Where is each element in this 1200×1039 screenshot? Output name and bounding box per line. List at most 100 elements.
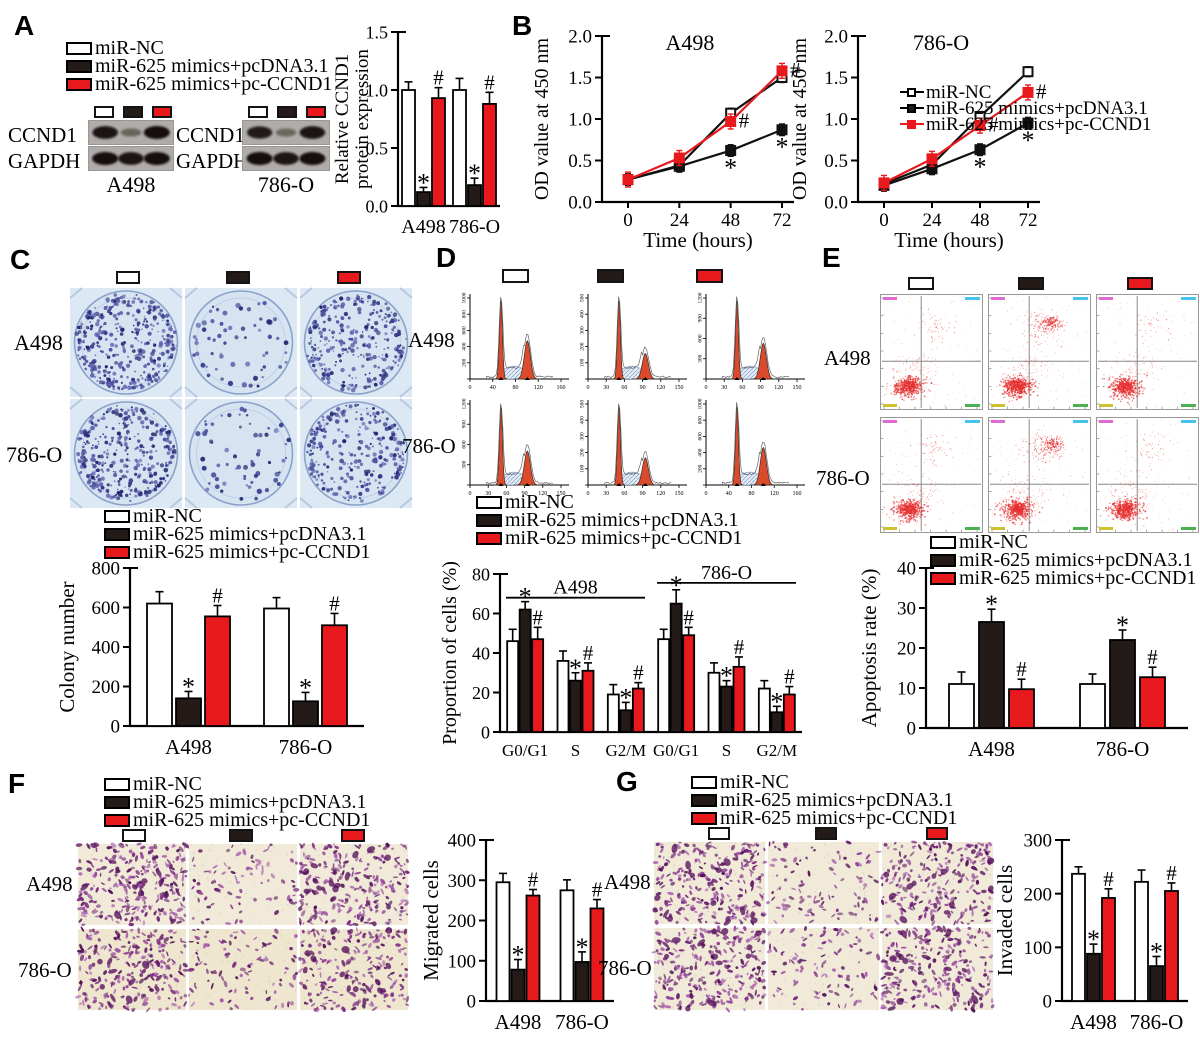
legend-item: miR-625 mimics+pcDNA3.1 <box>930 550 1196 570</box>
legend-item: miR-625 mimics+pc-CCND1 <box>104 810 370 830</box>
svg-text:120: 120 <box>770 491 779 497</box>
svg-text:72: 72 <box>1019 210 1038 231</box>
svg-text:*: * <box>417 168 430 197</box>
svg-text:200: 200 <box>92 677 121 698</box>
svg-text:80: 80 <box>749 491 755 497</box>
legend-swatch-pcdna <box>476 514 502 527</box>
column-marker-pcdna <box>226 271 250 284</box>
svg-text:400: 400 <box>698 448 704 457</box>
svg-text:*: * <box>720 662 733 691</box>
svg-text:800: 800 <box>92 559 121 580</box>
legend-swatch-mir-nc <box>476 496 502 509</box>
svg-text:24: 24 <box>670 210 690 231</box>
svg-text:30: 30 <box>721 385 727 391</box>
svg-text:900: 900 <box>462 420 468 429</box>
svg-text:200: 200 <box>462 358 468 367</box>
svg-text:80: 80 <box>513 385 519 391</box>
column-marker-ccnd1 <box>696 269 723 283</box>
svg-text:300: 300 <box>580 326 586 335</box>
svg-text:72: 72 <box>773 210 792 231</box>
panel-c-label: C <box>10 244 31 275</box>
row-label-786o: 786-O <box>6 442 63 467</box>
svg-text:OD value at 450 nm: OD value at 450 nm <box>531 37 553 200</box>
svg-text:800: 800 <box>698 416 704 425</box>
svg-text:120: 120 <box>774 385 783 391</box>
legend-item: miR-NC <box>66 37 332 59</box>
facs-scatter <box>1096 294 1199 410</box>
series-marker-ccnd1 <box>900 119 924 130</box>
wb-label-ccnd1: CCND1 <box>8 123 77 147</box>
legend-item: miR-625 mimics+pcDNA3.1 <box>66 56 332 76</box>
panel-e-label: E <box>822 242 841 273</box>
svg-text:200: 200 <box>580 448 586 457</box>
legend-label: miR-NC <box>95 37 164 59</box>
svg-text:#: # <box>988 113 999 137</box>
legend-swatch-pcdna <box>66 60 92 73</box>
row-label-a498: A498 <box>14 330 63 355</box>
svg-text:Time (hours): Time (hours) <box>643 228 752 252</box>
legend-item: miR-625 mimics+pcDNA3.1 <box>104 524 370 544</box>
svg-text:A498: A498 <box>553 577 597 599</box>
svg-text:1.0: 1.0 <box>366 80 389 100</box>
svg-text:*: * <box>974 153 987 182</box>
svg-text:*: * <box>724 153 737 182</box>
svg-text:#: # <box>1036 79 1047 103</box>
svg-text:Time (hours): Time (hours) <box>894 228 1003 252</box>
svg-text:*: * <box>182 672 195 701</box>
legend-label: miR-NC <box>133 773 202 795</box>
legend-item: miR-625 mimics+pc-CCND1 <box>66 74 332 94</box>
svg-text:80: 80 <box>472 564 490 584</box>
svg-text:150: 150 <box>675 491 684 497</box>
wb-strip-gapdh-786o <box>242 146 330 171</box>
column-marker-ccnd1 <box>341 829 365 842</box>
svg-text:1.5: 1.5 <box>824 68 848 89</box>
svg-text:786-O: 786-O <box>279 735 333 759</box>
svg-text:500: 500 <box>580 294 586 303</box>
legend-swatch-mir-nc <box>930 536 956 549</box>
column-marker-pcdna <box>597 269 624 283</box>
panel-b-label: B <box>512 10 533 41</box>
svg-text:protein expression: protein expression <box>352 49 373 189</box>
legend-item: miR-NC <box>104 773 370 795</box>
svg-text:0: 0 <box>705 385 708 391</box>
svg-text:A498: A498 <box>165 735 212 759</box>
column-marker-ccnd1 <box>152 106 172 118</box>
svg-text:OD value at 450 nm: OD value at 450 nm <box>789 37 811 200</box>
svg-text:40: 40 <box>472 643 490 663</box>
legend-swatch-ccnd1 <box>930 572 956 585</box>
svg-text:1200: 1200 <box>698 292 704 303</box>
micrograph <box>880 840 995 926</box>
svg-text:400: 400 <box>580 416 586 425</box>
svg-text:30: 30 <box>485 491 491 497</box>
legend-item: miR-625 mimics+pc-CCND1 <box>104 542 370 562</box>
svg-text:#: # <box>739 108 750 132</box>
svg-text:90: 90 <box>640 491 646 497</box>
panel-g-label: G <box>616 766 638 797</box>
wb-strip-ccnd1-a498 <box>88 120 174 145</box>
legend-swatch-ccnd1 <box>104 814 130 827</box>
column-marker-pcdna <box>123 106 143 118</box>
legend-item: miR-625 mimics+pcDNA3.1 <box>104 792 370 812</box>
svg-text:#: # <box>633 661 644 685</box>
svg-text:60: 60 <box>503 491 509 497</box>
svg-text:600: 600 <box>698 334 704 343</box>
legend-label: miR-625 mimics+pc-CCND1 <box>505 527 743 549</box>
svg-text:1000: 1000 <box>462 292 468 303</box>
colony-well <box>69 398 183 509</box>
svg-text:150: 150 <box>675 385 684 391</box>
legend-swatch-ccnd1 <box>66 78 92 91</box>
svg-text:Proportion of cells (%): Proportion of cells (%) <box>439 561 461 745</box>
legend-swatch-ccnd1 <box>691 812 717 825</box>
legend-swatch-mir-nc <box>104 510 130 523</box>
svg-text:0: 0 <box>469 491 472 497</box>
legend-label: miR-NC <box>133 505 202 527</box>
series-marker-pcdna <box>900 103 924 114</box>
legend-item: miR-NC <box>930 532 1196 552</box>
bar-chart-ccnd1-expression: 0.0 0.5 1.0 1.5 Relative CCND1 protein expres… <box>332 22 500 238</box>
row-label-a498: A498 <box>26 872 73 896</box>
svg-text:786-O: 786-O <box>449 216 500 238</box>
svg-text:120: 120 <box>656 491 665 497</box>
svg-text:0.5: 0.5 <box>568 151 592 172</box>
